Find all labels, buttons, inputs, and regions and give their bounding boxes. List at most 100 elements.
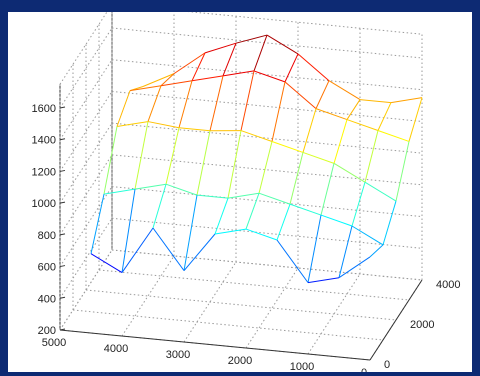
mesh-edge bbox=[227, 192, 260, 199]
back-wall-gridline bbox=[111, 122, 423, 154]
mesh-edge bbox=[289, 203, 322, 216]
mesh-edge bbox=[302, 108, 317, 153]
mesh-edge bbox=[390, 97, 423, 104]
z-tick-label: 400 bbox=[38, 293, 56, 305]
mesh-edge bbox=[240, 130, 273, 142]
back-wall-gridline bbox=[111, 59, 423, 91]
mesh-edge bbox=[369, 244, 384, 258]
floor-gridline bbox=[245, 267, 299, 349]
mesh-edge bbox=[338, 225, 353, 278]
mesh-edge bbox=[121, 227, 154, 273]
mesh-edge bbox=[227, 130, 242, 199]
x-tick-label: 3000 bbox=[166, 349, 190, 361]
mesh-edge bbox=[338, 256, 371, 279]
mesh-edge bbox=[191, 75, 224, 82]
mesh-edge bbox=[196, 130, 211, 196]
mesh-edge bbox=[204, 42, 237, 54]
mesh-edge bbox=[147, 85, 162, 122]
mesh-edge bbox=[152, 227, 185, 271]
y-tick-label: 4000 bbox=[436, 279, 460, 291]
mesh-edge bbox=[351, 182, 366, 227]
z-tick-label: 200 bbox=[38, 325, 56, 337]
z-tick-mark bbox=[59, 169, 66, 172]
mesh-edge bbox=[134, 183, 167, 190]
mesh-edge bbox=[222, 42, 237, 77]
mesh-edge bbox=[315, 80, 330, 109]
mesh-edge bbox=[271, 141, 304, 153]
floor-gridline bbox=[121, 255, 175, 337]
mesh-edge bbox=[377, 102, 392, 131]
mesh-edge bbox=[346, 99, 361, 120]
mesh-edge bbox=[222, 70, 255, 77]
mesh-edge bbox=[103, 188, 136, 195]
mesh-edge bbox=[382, 200, 397, 245]
surface-plot: 200 400 600 800 1000 1200 1400 1600 5000 4000 3000… bbox=[32, 12, 460, 372]
mesh-edge bbox=[116, 121, 149, 127]
z-tick-label: 1200 bbox=[32, 166, 56, 178]
mesh-edge bbox=[245, 228, 278, 241]
mesh-edge bbox=[328, 80, 361, 100]
back-wall-gridline bbox=[111, 186, 423, 218]
side-wall-gridline bbox=[59, 59, 113, 140]
mesh-edge bbox=[165, 183, 198, 196]
z-tick-label: 1400 bbox=[32, 135, 56, 147]
y-tick-label: 0 bbox=[384, 359, 390, 371]
mesh-edge bbox=[253, 34, 268, 72]
mesh-edge bbox=[289, 152, 304, 205]
mesh-edge bbox=[258, 141, 273, 194]
mesh-edge bbox=[307, 277, 340, 284]
z-tick-mark bbox=[59, 265, 66, 268]
mesh-edge bbox=[395, 141, 410, 202]
x-tick-label: 4000 bbox=[104, 343, 128, 355]
mesh-edge bbox=[271, 81, 286, 142]
mesh-edge bbox=[276, 203, 291, 241]
mesh-edge bbox=[214, 197, 229, 235]
mesh-edge bbox=[183, 233, 216, 271]
mesh-edge bbox=[152, 184, 167, 229]
z-tick-label: 600 bbox=[38, 262, 56, 274]
mesh-edge bbox=[240, 70, 255, 131]
side-wall-gridline bbox=[59, 27, 113, 109]
mesh-edge bbox=[134, 121, 149, 190]
z-tick-mark bbox=[59, 201, 66, 204]
mesh-edge bbox=[320, 163, 335, 216]
z-tick-label: 800 bbox=[38, 230, 56, 242]
mesh-edge bbox=[90, 253, 123, 273]
mesh-edge bbox=[408, 97, 423, 142]
mesh-edge bbox=[284, 81, 317, 110]
x-tick-label: 0 bbox=[361, 367, 367, 372]
mesh-edge bbox=[142, 73, 175, 87]
z-tick-mark bbox=[59, 106, 66, 109]
z-tick-mark bbox=[59, 328, 66, 331]
mesh-edge bbox=[333, 162, 366, 183]
mesh-edge bbox=[258, 192, 291, 205]
back-wall-gridline bbox=[111, 217, 423, 249]
z-tick-mark bbox=[59, 296, 66, 299]
z-tick-label: 1000 bbox=[32, 198, 56, 210]
mesh-edge bbox=[235, 34, 268, 44]
mesh-edge bbox=[165, 127, 180, 185]
mesh-edge bbox=[320, 214, 353, 227]
mesh-edge bbox=[346, 119, 379, 131]
x-tick-label: 2000 bbox=[228, 355, 252, 367]
mesh-edge bbox=[178, 127, 211, 132]
mesh-edge bbox=[129, 85, 162, 92]
z-tick-mark bbox=[59, 138, 66, 141]
floor-gridline bbox=[85, 289, 397, 321]
z-tick-mark bbox=[59, 233, 66, 236]
mesh-edge bbox=[147, 121, 180, 129]
mesh-edge bbox=[364, 130, 379, 183]
x-tick-label: 5000 bbox=[42, 337, 66, 349]
x-tick-label: 1000 bbox=[290, 361, 314, 372]
mesh-edge bbox=[160, 73, 175, 87]
plot-panel: 200 400 600 800 1000 1200 1400 1600 5000 4000 3000… bbox=[8, 12, 472, 372]
mesh-edge bbox=[196, 194, 229, 199]
mesh-edge bbox=[209, 75, 224, 131]
mesh-edge bbox=[214, 228, 247, 235]
mesh-edge bbox=[160, 80, 193, 87]
side-wall-gridline bbox=[59, 218, 113, 299]
mesh-edge bbox=[183, 195, 198, 271]
mesh-edge bbox=[377, 130, 410, 142]
mesh-edge bbox=[173, 52, 206, 75]
